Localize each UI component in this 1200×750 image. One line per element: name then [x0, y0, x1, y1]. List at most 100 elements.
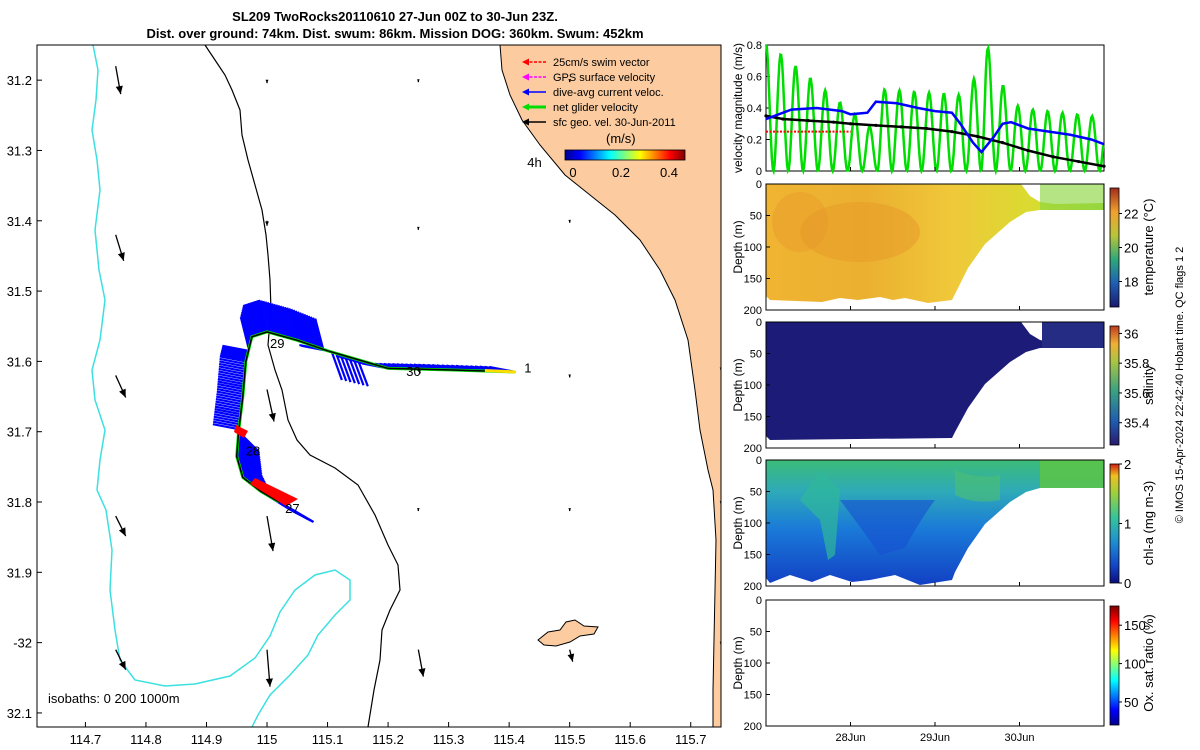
current-vector: [303, 313, 314, 346]
colorbar-tick-label: 36: [1124, 326, 1138, 341]
current-vector: [335, 352, 348, 382]
current-vector: [236, 444, 262, 467]
current-vector: [222, 344, 249, 352]
depth-tick-label: 150: [744, 690, 762, 702]
title-line-2: Dist. over ground: 74km. Dist. swum: 86k…: [146, 26, 644, 41]
current-vector: [237, 439, 261, 462]
geo-arrow-head: [568, 79, 571, 83]
current-vector: [219, 360, 246, 368]
current-vector: [248, 302, 259, 336]
current-vector: [286, 307, 297, 340]
salinity-surface-band: [1042, 322, 1104, 348]
colorbar-tick-label: 0.4: [660, 165, 678, 180]
current-vector: [237, 437, 261, 460]
geo-vel-point: [1001, 141, 1005, 145]
isobath-200m: [204, 45, 401, 727]
map-xtick-label: 115: [257, 732, 278, 747]
depth-tick-label: 100: [744, 380, 762, 392]
colorbar-tick-label: 150: [1124, 618, 1146, 633]
current-vector: [254, 300, 265, 334]
geo-vel-point: [1102, 164, 1106, 168]
map-ytick-label: 31.4: [7, 214, 32, 229]
map-xtick-label: 115.3: [433, 732, 465, 747]
rottnest-island: [537, 619, 599, 647]
geo-arrow: [25, 627, 33, 632]
title-line-1: SL209 TwoRocks20110610 27-Jun 00Z to 30-…: [232, 9, 558, 24]
day-label: 28: [246, 443, 260, 458]
geo-arrow: [25, 486, 33, 491]
current-vector: [237, 441, 261, 464]
chlorophyll-panel: 0 50 100 150 200 Depth (m) 0 1 2 chl-a (mg m-3…: [731, 455, 1156, 593]
depth-tick-label: 150: [744, 412, 762, 424]
current-vector: [343, 355, 356, 384]
current-vector: [221, 348, 248, 356]
oxygen-axes-box: [765, 599, 1105, 727]
geo-vel-point: [781, 117, 785, 121]
depth-tick-label: 0: [756, 595, 762, 607]
depth-tick-label: 150: [744, 274, 762, 286]
colorbar-tick-label: 50: [1124, 695, 1138, 710]
current-vector: [215, 403, 242, 411]
map-xtick-label: 115.4: [493, 732, 525, 747]
current-vector: [243, 304, 255, 337]
depth-tick-label: 100: [744, 518, 762, 530]
day-label: 30: [406, 364, 420, 379]
current-vector: [255, 300, 266, 333]
current-vector: [217, 385, 244, 393]
current-vector: [253, 301, 264, 334]
depth-tick-label: 0: [756, 317, 762, 329]
current-vector: [239, 316, 250, 350]
colorbar-tick-label: 35.8: [1124, 356, 1149, 371]
legend-label: net glider velocity: [553, 102, 638, 114]
current-vector: [249, 302, 260, 335]
current-vector: [307, 315, 318, 348]
map-panel: 1 30 29 28 27 4h 114.7 114.8 114.9 115 115.1 115.2…: [7, 44, 722, 747]
current-vector: [268, 302, 279, 336]
legend-arrowhead: [522, 73, 529, 81]
depth-tick-label: 0: [756, 455, 762, 467]
map-legend: 25cm/s swim vector GPS surface velocity di…: [522, 57, 686, 180]
legend-arrowhead: [522, 103, 529, 111]
velocity-series: [764, 43, 1106, 176]
current-vector: [216, 390, 244, 398]
map-xtick-label: 115.5: [554, 732, 586, 747]
current-vector: [219, 357, 246, 365]
salinity-colorbar-label: salinity: [1141, 365, 1156, 405]
current-vector: [214, 405, 242, 413]
vel-ytick-label: 0.8: [747, 40, 762, 52]
depth-tick-label: 50: [750, 211, 762, 223]
map-ytick-label: 31.3: [7, 143, 32, 158]
legend-arrowhead: [522, 118, 529, 126]
current-vector: [236, 443, 262, 465]
current-vector: [218, 367, 245, 376]
depth-tick-label: 0: [756, 179, 762, 191]
depth-tick-label: 50: [750, 487, 762, 499]
map-ytick-label: 31.7: [7, 425, 32, 440]
date-tick-label: 29Jun: [920, 732, 950, 744]
chlorophyll-field: [766, 460, 1104, 585]
current-vector: [213, 418, 240, 426]
geo-vel-point: [848, 122, 853, 126]
current-vector: [236, 453, 263, 476]
colorbar-tick-label: 0: [1124, 576, 1131, 591]
day-label: 29: [270, 336, 284, 351]
geo-vel-point: [832, 120, 836, 124]
current-vector: [352, 357, 365, 386]
current-vector: [294, 310, 305, 343]
depth-tick-label: 50: [750, 349, 762, 361]
geo-vel-point: [1026, 148, 1030, 153]
speed-colorbar: [564, 149, 686, 161]
current-vector: [264, 301, 275, 334]
geo-arrow-head: [118, 660, 126, 670]
current-vector: [216, 392, 243, 401]
day-labels: 1 30 29 28 27 4h: [246, 155, 542, 516]
depth-tick-label: 200: [744, 721, 762, 733]
temperature-colorbar: [1109, 187, 1120, 308]
current-vector: [279, 305, 290, 339]
colorbar-tick-label: 0.2: [612, 165, 630, 180]
depth-tick-label: 50: [750, 627, 762, 639]
depth-tick-label: 200: [744, 443, 762, 455]
geo-arrow-head: [265, 678, 273, 687]
chlorophyll-colorbar: [1109, 463, 1120, 584]
